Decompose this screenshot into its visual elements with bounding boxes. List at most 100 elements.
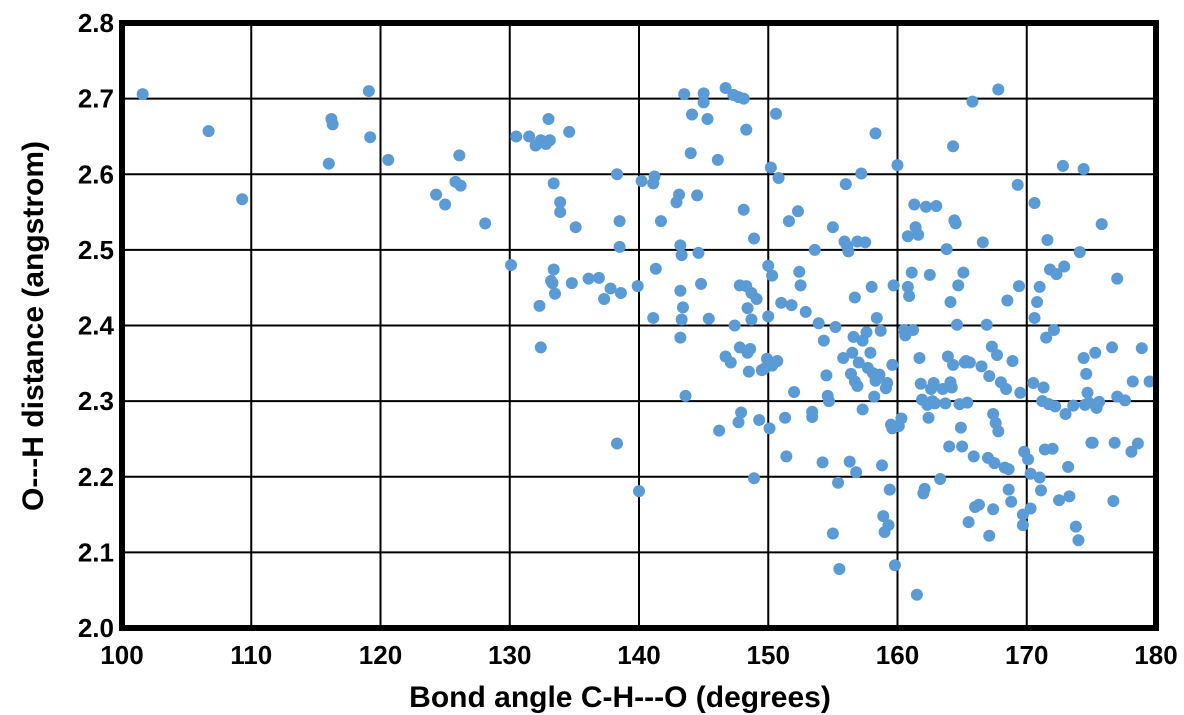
data-point (793, 265, 806, 278)
data-point (510, 130, 523, 143)
y-tick-label: 2.5 (78, 235, 114, 265)
data-point (691, 189, 704, 202)
data-point (967, 450, 980, 463)
data-point (748, 472, 761, 485)
data-point (1058, 260, 1071, 273)
data-point (364, 131, 377, 144)
data-point (779, 411, 792, 424)
data-point (533, 299, 546, 312)
data-point (791, 205, 804, 218)
data-point (1005, 495, 1018, 508)
data-point (1024, 502, 1037, 515)
data-point (1000, 383, 1013, 396)
data-point (764, 161, 777, 174)
data-point (654, 215, 667, 228)
data-point (543, 134, 556, 147)
data-point (888, 559, 901, 572)
data-point (762, 259, 775, 272)
data-point (1047, 324, 1060, 337)
data-point (865, 280, 878, 293)
x-tick-label: 130 (488, 640, 531, 670)
data-point (799, 305, 812, 318)
data-point (980, 318, 993, 331)
data-point (930, 200, 943, 213)
x-tick-label: 150 (747, 640, 790, 670)
data-point (1040, 331, 1053, 344)
data-point (1014, 386, 1027, 399)
data-point (833, 563, 846, 576)
data-point (914, 377, 927, 390)
data-point (1086, 436, 1099, 449)
data-point (873, 368, 886, 381)
data-point (794, 279, 807, 292)
x-tick-label: 180 (1134, 640, 1177, 670)
data-point (905, 266, 918, 279)
data-point (1028, 311, 1041, 324)
data-point (848, 291, 861, 304)
data-point (850, 466, 863, 479)
data-point (945, 381, 958, 394)
data-point (992, 425, 1005, 438)
data-point (735, 406, 748, 419)
y-tick-label: 2.3 (78, 386, 114, 416)
data-point (812, 317, 825, 330)
data-point (882, 519, 895, 532)
data-point (647, 311, 660, 324)
data-point (582, 272, 595, 285)
plot-frame (119, 20, 1159, 631)
data-point (869, 127, 882, 140)
data-point (548, 287, 561, 300)
data-point (972, 498, 985, 511)
data-point (947, 358, 960, 371)
data-point (907, 324, 920, 337)
data-point (782, 215, 795, 228)
data-point (748, 232, 761, 245)
data-point (1046, 442, 1059, 455)
data-points (136, 82, 1156, 601)
data-point (1067, 399, 1080, 412)
data-point (1143, 375, 1156, 388)
data-point (770, 107, 783, 120)
data-point (976, 236, 989, 249)
data-point (675, 313, 688, 326)
data-point (874, 324, 887, 337)
y-tick-label: 2.1 (78, 537, 114, 567)
data-point (870, 311, 883, 324)
data-point (453, 149, 466, 162)
data-point (987, 407, 1000, 420)
data-point (633, 485, 645, 498)
data-point (611, 168, 624, 181)
data-point (936, 383, 949, 396)
data-point (1034, 484, 1047, 497)
data-point (728, 319, 741, 332)
data-point (1077, 352, 1090, 365)
data-point (554, 196, 567, 209)
data-point (1002, 463, 1015, 476)
data-point (1111, 272, 1124, 285)
data-point (322, 157, 335, 170)
data-point (1135, 342, 1148, 355)
data-point (1027, 376, 1040, 389)
data-point (382, 153, 395, 166)
data-point (1049, 400, 1062, 413)
data-point (923, 268, 936, 281)
data-point (895, 412, 908, 425)
data-point (701, 113, 714, 126)
data-point (1012, 280, 1025, 293)
data-point (1006, 355, 1019, 368)
data-point (1093, 395, 1106, 408)
data-point (1131, 437, 1144, 450)
data-point (592, 271, 605, 284)
data-point (851, 380, 864, 392)
data-point (908, 198, 921, 211)
data-point (719, 82, 732, 95)
data-point (940, 243, 953, 256)
data-point (922, 411, 935, 424)
data-point (1069, 520, 1082, 533)
data-point (1062, 460, 1075, 473)
data-point (631, 280, 644, 293)
data-point (546, 277, 559, 290)
data-point (635, 175, 648, 188)
x-tick-label: 100 (100, 640, 143, 670)
data-point (604, 282, 617, 295)
